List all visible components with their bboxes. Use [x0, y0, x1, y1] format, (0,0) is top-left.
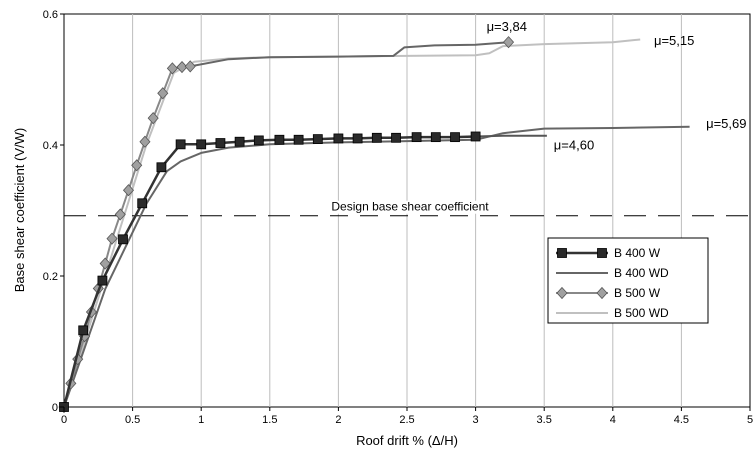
series-layer — [58, 36, 690, 414]
marker-square — [118, 234, 128, 245]
x-tick-label: 4 — [610, 414, 616, 426]
series-line-b400wd-continuation — [475, 134, 547, 138]
marker-square — [352, 133, 363, 144]
ductility-annotation: μ=5,69 — [706, 116, 746, 131]
y-tick-label: 0.6 — [43, 9, 58, 21]
x-tick-label: 4.5 — [674, 414, 689, 426]
marker-diamond — [139, 135, 151, 148]
series-line-b400w — [62, 135, 476, 408]
annotations: μ=3,84 μ=5,15 μ=5,69 μ=4,60 — [487, 19, 747, 153]
x-tick-label: 0.5 — [125, 414, 140, 426]
marker-square — [333, 133, 344, 144]
marker-square — [196, 139, 207, 150]
design-label-bg — [303, 200, 518, 214]
marker-square — [175, 139, 186, 150]
y-axis-title: Base shear coefficient (V/W) — [12, 128, 27, 293]
marker-square — [215, 138, 226, 148]
marker-diamond — [556, 286, 568, 300]
marker-diamond — [184, 60, 196, 73]
marker-diamond — [176, 60, 188, 74]
marker-square — [97, 275, 108, 286]
ductility-annotation: μ=5,15 — [654, 33, 694, 48]
x-tick-label: 3.5 — [537, 414, 552, 426]
y-tick-label: 0 — [52, 402, 58, 414]
marker-square — [78, 325, 89, 336]
series-line-b400wd — [63, 125, 690, 408]
marker-square — [430, 132, 441, 143]
marker-square — [156, 162, 167, 173]
x-tick-label: 1.5 — [262, 414, 277, 426]
marker-square — [371, 132, 382, 143]
y-tick-label: 0.4 — [43, 140, 58, 152]
marker-diamond — [106, 232, 118, 245]
marker-diamond — [502, 36, 515, 49]
x-axis-title: Roof drift % (Δ/H) — [356, 433, 458, 448]
marker-square — [274, 134, 285, 145]
marker-square — [253, 135, 264, 146]
design-reference-line-group: Design base shear coefficient — [64, 200, 750, 217]
legend-label: B 400 WD — [614, 266, 669, 280]
marker-square — [312, 134, 323, 145]
marker-square — [411, 132, 422, 143]
legend-label: B 500 W — [614, 286, 661, 300]
marker-diamond — [131, 159, 143, 172]
marker-square — [470, 131, 481, 142]
x-tick-label: 5 — [747, 414, 753, 426]
marker-square — [557, 248, 567, 258]
marker-square — [391, 132, 401, 143]
x-tick-label: 2 — [335, 414, 341, 426]
marker-square — [293, 134, 304, 145]
x-tick-label: 0 — [61, 414, 67, 426]
marker-diamond — [99, 257, 111, 270]
marker-diamond — [147, 112, 159, 125]
marker-diamond — [596, 286, 608, 300]
tick-labels: 0 0.5 1 1.5 2 2.5 3 3.5 4 4.5 5 0 0.2 0.4 0.6 — [43, 9, 753, 426]
legend: B 400 W B 400 WD B 500 W B 500 WD — [547, 237, 709, 324]
marker-diamond — [157, 87, 169, 100]
legend-label: B 500 WD — [614, 306, 669, 320]
marker-square — [450, 132, 460, 143]
marker-square — [234, 136, 245, 147]
ductility-annotation: μ=3,84 — [487, 19, 527, 34]
ductility-annotation: μ=4,60 — [554, 138, 594, 153]
marker-diamond — [114, 208, 126, 221]
marker-square — [597, 248, 607, 258]
y-tick-label: 0.2 — [43, 271, 58, 283]
design-reference-label: Design base shear coefficient — [331, 200, 489, 214]
x-tick-label: 3 — [473, 414, 479, 426]
marker-diamond — [122, 184, 135, 197]
marker-square — [137, 198, 148, 209]
x-tick-label: 2.5 — [399, 414, 414, 426]
legend-label: B 400 W — [614, 246, 661, 260]
series-line-b500w-continuation — [190, 41, 509, 68]
x-tick-label: 1 — [198, 414, 204, 426]
marker-diamond — [166, 62, 178, 75]
